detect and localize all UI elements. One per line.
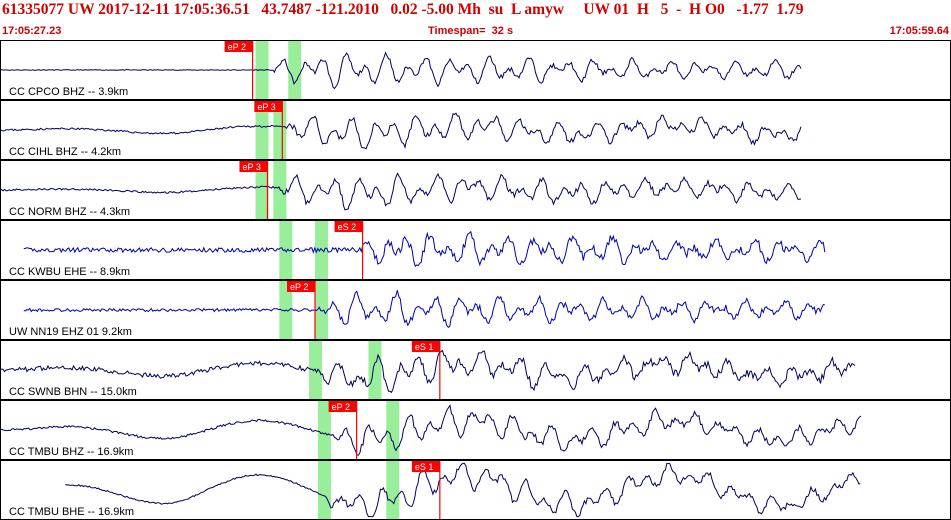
pick-flag[interactable] (224, 41, 253, 52)
station-label: CC CIHL BHZ -- 4.2km (9, 146, 121, 158)
phase-window[interactable] (386, 461, 400, 519)
station-label: CC CPCO BHZ -- 3.9km (9, 86, 128, 98)
pick-label: eP 3 (257, 102, 275, 112)
waveform (0, 349, 856, 394)
phase-window[interactable] (314, 281, 328, 339)
phase-window[interactable] (368, 341, 382, 399)
pick-flag[interactable] (411, 341, 440, 352)
phase-window[interactable] (279, 221, 293, 279)
pick-label: eP 3 (242, 162, 260, 172)
end-time: 17:05:59.64 (889, 25, 949, 37)
phase-window[interactable] (255, 101, 269, 159)
phase-window[interactable] (288, 41, 302, 99)
waveform (65, 462, 861, 518)
trace-panel[interactable] (0, 400, 951, 460)
timespan-label: Timespan= 32 s (428, 25, 514, 37)
phase-window[interactable] (386, 401, 400, 459)
phase-window[interactable] (317, 401, 331, 459)
pick-label: eP 2 (290, 282, 308, 292)
phase-window[interactable] (317, 461, 331, 519)
station-label: UW NN19 EHZ 01 9.2km (9, 326, 132, 338)
pick-label: eP 2 (228, 42, 246, 52)
waveform (0, 51, 802, 90)
pick-label: eS 1 (415, 342, 434, 352)
pick-flag[interactable] (254, 101, 283, 112)
waveform (0, 112, 802, 150)
pick-flag[interactable] (411, 461, 440, 472)
pick-flag[interactable] (334, 221, 363, 232)
trace-panel[interactable] (0, 160, 951, 220)
header-bar: 61335077 UW 2017-12-11 17:05:36.51 43.74… (0, 0, 951, 40)
station-label: CC KWBU EHE -- 8.9km (9, 266, 130, 278)
pick-flag[interactable] (328, 401, 357, 412)
waveform (23, 290, 825, 328)
station-label: CC TMBU BHZ -- 16.9km (9, 446, 133, 458)
station-label: CC NORM BHZ -- 4.3km (9, 206, 130, 218)
trace-panel[interactable] (0, 40, 951, 100)
waveform (0, 172, 802, 211)
phase-window[interactable] (273, 101, 287, 159)
pick-label: eP 2 (332, 402, 350, 412)
pick-label: eS 1 (415, 462, 434, 472)
pick-flag[interactable] (239, 161, 268, 172)
station-label: CC SWNB BHN -- 15.0km (9, 386, 137, 398)
event-title: 61335077 UW 2017-12-11 17:05:36.51 43.74… (2, 1, 804, 18)
start-time: 17:05:27.23 (2, 25, 62, 37)
pick-flag[interactable] (287, 281, 316, 292)
waveform (0, 404, 862, 456)
trace-panel[interactable] (0, 340, 951, 400)
station-label: CC TMBU BHE -- 16.9km (9, 506, 134, 518)
phase-window[interactable] (255, 161, 269, 219)
pick-label: eS 2 (338, 222, 357, 232)
waveform (23, 230, 826, 268)
trace-panel[interactable] (0, 100, 951, 160)
